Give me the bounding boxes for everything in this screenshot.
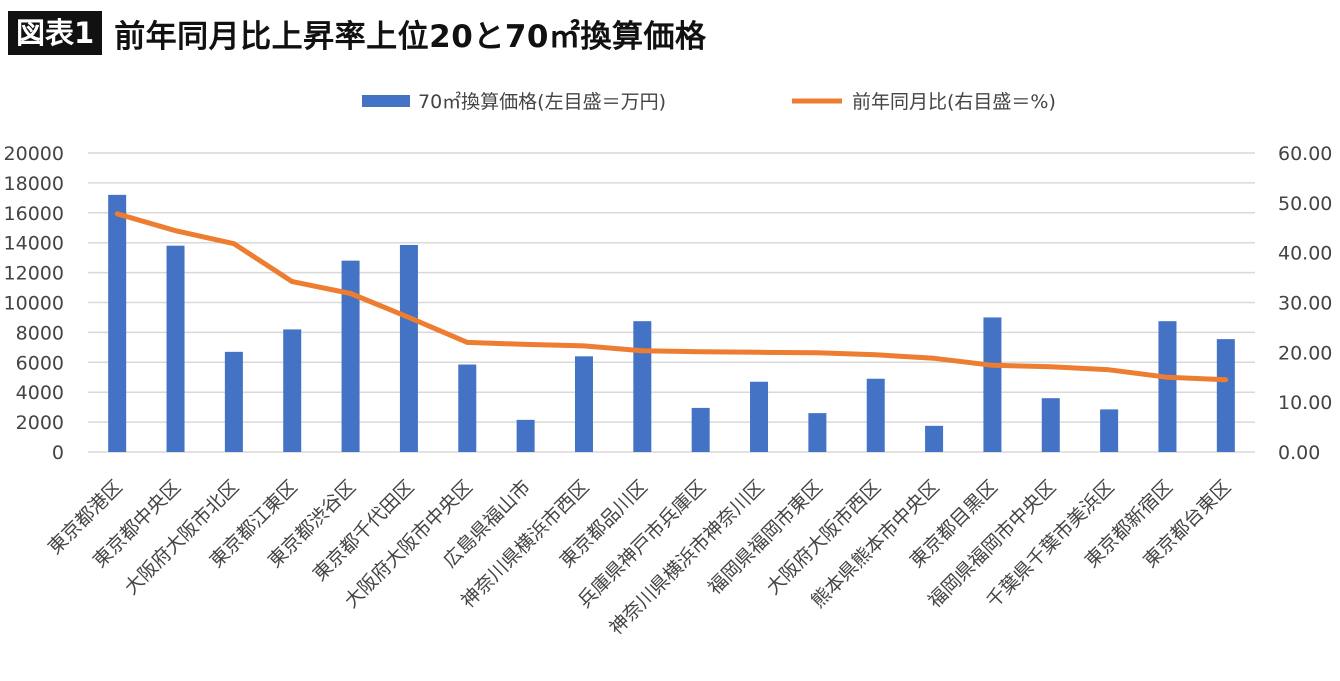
y-left-tick-label: 16000 (4, 203, 64, 225)
line-point (175, 230, 177, 232)
bar (283, 329, 302, 452)
bar (341, 260, 360, 452)
y-right-tick-label: 60.00 (1278, 143, 1332, 165)
line-point (583, 345, 585, 347)
bar (574, 356, 593, 452)
line-point (1050, 366, 1052, 368)
line-point (350, 293, 352, 295)
figure-badge: 図表1 (8, 11, 103, 55)
line-point (875, 354, 877, 356)
legend-label-bar: 70㎡換算価格(左目盛＝万円) (418, 90, 666, 113)
bar (691, 407, 710, 452)
y-right-tick-label: 20.00 (1278, 342, 1332, 364)
bar (224, 351, 243, 452)
line-point (1108, 369, 1110, 371)
line-point (933, 357, 935, 359)
bar (1216, 339, 1235, 452)
chart-header: 図表1 前年同月比上昇率上位20と70㎡換算価格 (8, 8, 706, 58)
bar (750, 381, 769, 452)
y-left-tick-label: 12000 (4, 263, 64, 285)
y-left-tick-label: 4000 (16, 382, 64, 404)
bar (983, 317, 1002, 452)
y-right-tick-label: 30.00 (1278, 293, 1332, 315)
line-point (466, 341, 468, 343)
y-left-tick-label: 8000 (16, 322, 64, 344)
bar (1041, 398, 1060, 452)
line-point (233, 243, 235, 245)
line-point (816, 352, 818, 354)
chart-title: 前年同月比上昇率上位20と70㎡換算価格 (114, 18, 707, 55)
bar (808, 413, 827, 452)
bar (516, 419, 535, 452)
line-point (525, 343, 527, 345)
bar (1100, 409, 1119, 452)
line-series (114, 211, 1229, 383)
y-right-tick-label: 50.00 (1278, 193, 1332, 215)
line-point (641, 350, 643, 352)
y-left-tick-label: 14000 (4, 233, 64, 255)
line-point (700, 351, 702, 353)
legend-label-line: 前年同月比(右目盛＝%) (852, 91, 1056, 113)
y-left-tick-label: 10000 (4, 293, 64, 315)
bar (108, 194, 127, 453)
bar (399, 244, 418, 452)
y-left-tick-label: 18000 (4, 173, 64, 195)
y-left-tick-label: 0 (52, 442, 64, 464)
bar (925, 425, 944, 452)
y-left-tick-label: 20000 (4, 143, 64, 165)
bar (866, 378, 885, 452)
line-point (758, 351, 760, 353)
line-point (991, 364, 993, 366)
x-category-label: 東京都千代田区 (309, 476, 419, 586)
legend-swatch-bar (362, 95, 410, 107)
line-point (408, 316, 410, 318)
line-point (1166, 376, 1168, 378)
y-right-tick-label: 40.00 (1278, 243, 1332, 265)
y-left-tick-label: 6000 (16, 352, 64, 374)
bar (458, 364, 477, 452)
bar (166, 245, 185, 452)
bar (1158, 321, 1177, 452)
line-point (1225, 379, 1227, 381)
y-right-tick-label: 10.00 (1278, 392, 1332, 414)
y-left-tick-label: 2000 (16, 412, 64, 434)
line-point (116, 213, 118, 215)
bar (633, 321, 652, 452)
line-point (291, 281, 293, 283)
y-right-tick-label: 0.00 (1278, 442, 1320, 464)
